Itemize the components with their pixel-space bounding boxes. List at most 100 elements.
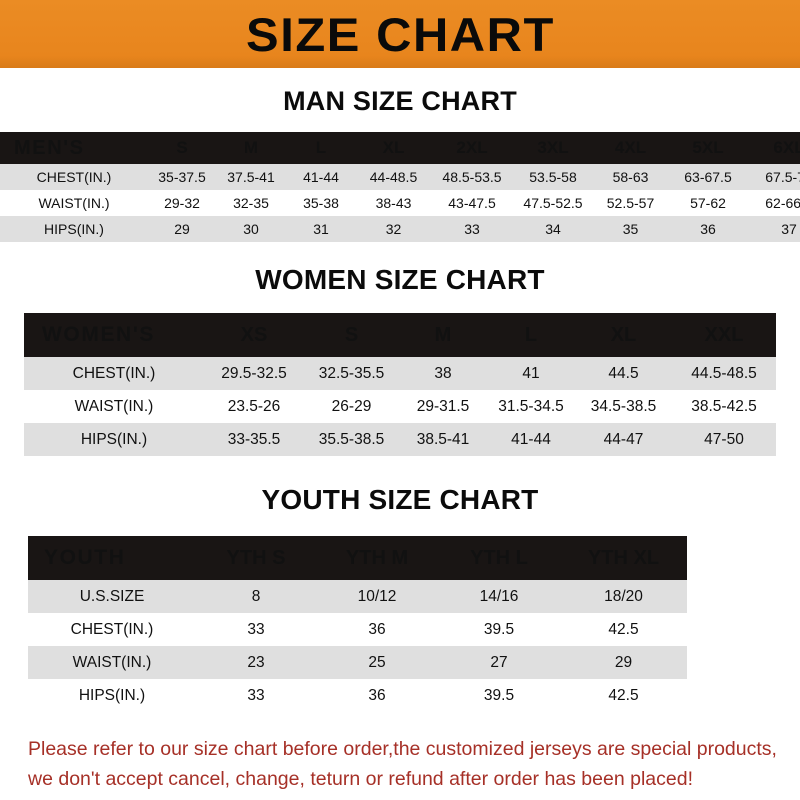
page-banner: SIZE CHART <box>0 0 800 68</box>
men-header-row: MEN'S S M L XL 2XL 3XL 4XL 5XL 6XL <box>0 132 800 164</box>
men-corner-label: MEN'S <box>0 132 148 164</box>
men-size-header-3xl: 3XL <box>513 132 593 164</box>
order-policy-notice: Please refer to our size chart before or… <box>28 712 777 794</box>
women-hips-xl: 44-47 <box>575 423 672 456</box>
women-hips-xs: 33-35.5 <box>204 423 304 456</box>
men-chest-m: 37.5-41 <box>216 164 286 190</box>
men-hips-label: HIPS(IN.) <box>0 216 148 242</box>
men-hips-5xl: 36 <box>668 216 748 242</box>
men-size-header-2xl: 2XL <box>431 132 513 164</box>
men-waist-xl: 38-43 <box>356 190 431 216</box>
men-hips-xl: 32 <box>356 216 431 242</box>
women-size-chart-section: WOMEN SIZE CHART WOMEN'S XS S M L XL XXL… <box>0 242 800 456</box>
order-policy-line-1: Please refer to our size chart before or… <box>28 738 777 760</box>
women-size-header-xl: XL <box>575 313 672 357</box>
youth-header-spacer <box>687 536 772 580</box>
men-waist-m: 32-35 <box>216 190 286 216</box>
youth-ussize-xl: 18/20 <box>560 580 687 613</box>
women-chest-s: 32.5-35.5 <box>304 357 399 390</box>
youth-ussize-row: U.S.SIZE 8 10/12 14/16 18/20 <box>28 580 772 613</box>
men-hips-2xl: 33 <box>431 216 513 242</box>
women-chest-l: 41 <box>487 357 575 390</box>
men-chest-xl: 44-48.5 <box>356 164 431 190</box>
men-chest-row: CHEST(IN.) 35-37.5 37.5-41 41-44 44-48.5… <box>0 164 800 190</box>
women-hips-m: 38.5-41 <box>399 423 487 456</box>
women-chest-row: CHEST(IN.) 29.5-32.5 32.5-35.5 38 41 44.… <box>24 357 776 390</box>
youth-waist-row: WAIST(IN.) 23 25 27 29 <box>28 646 772 679</box>
youth-hips-m: 36 <box>316 679 438 712</box>
women-chest-m: 38 <box>399 357 487 390</box>
women-size-header-xxl: XXL <box>672 313 776 357</box>
youth-size-table: YOUTH YTH S YTH M YTH L YTH XL U.S.SIZE … <box>28 536 772 712</box>
youth-ussize-spacer <box>687 580 772 613</box>
youth-chest-l: 39.5 <box>438 613 560 646</box>
youth-header-row: YOUTH YTH S YTH M YTH L YTH XL <box>28 536 772 580</box>
youth-hips-l: 39.5 <box>438 679 560 712</box>
women-chest-xxl: 44.5-48.5 <box>672 357 776 390</box>
men-hips-4xl: 35 <box>593 216 668 242</box>
men-waist-3xl: 47.5-52.5 <box>513 190 593 216</box>
youth-chest-spacer <box>687 613 772 646</box>
youth-ussize-label: U.S.SIZE <box>28 580 196 613</box>
women-size-header-m: M <box>399 313 487 357</box>
men-hips-3xl: 34 <box>513 216 593 242</box>
men-chest-label: CHEST(IN.) <box>0 164 148 190</box>
men-chest-l: 41-44 <box>286 164 356 190</box>
youth-size-header-xl: YTH XL <box>560 536 687 580</box>
men-chest-s: 35-37.5 <box>148 164 216 190</box>
youth-chest-label: CHEST(IN.) <box>28 613 196 646</box>
men-hips-s: 29 <box>148 216 216 242</box>
women-waist-l: 31.5-34.5 <box>487 390 575 423</box>
women-hips-s: 35.5-38.5 <box>304 423 399 456</box>
youth-waist-label: WAIST(IN.) <box>28 646 196 679</box>
youth-hips-row: HIPS(IN.) 33 36 39.5 42.5 <box>28 679 772 712</box>
youth-waist-m: 25 <box>316 646 438 679</box>
men-waist-4xl: 52.5-57 <box>593 190 668 216</box>
women-header-row: WOMEN'S XS S M L XL XXL <box>24 313 776 357</box>
women-chest-xs: 29.5-32.5 <box>204 357 304 390</box>
youth-chest-row: CHEST(IN.) 33 36 39.5 42.5 <box>28 613 772 646</box>
women-section-title: WOMEN SIZE CHART <box>255 264 545 295</box>
men-waist-6xl: 62-66.5 <box>748 190 800 216</box>
youth-chest-s: 33 <box>196 613 316 646</box>
women-hips-l: 41-44 <box>487 423 575 456</box>
youth-ussize-l: 14/16 <box>438 580 560 613</box>
youth-size-chart-section: YOUTH SIZE CHART YOUTH YTH S YTH M YTH L… <box>0 456 800 712</box>
men-section-title: MAN SIZE CHART <box>283 86 517 116</box>
women-size-header-s: S <box>304 313 399 357</box>
youth-corner-label: YOUTH <box>28 536 196 580</box>
men-size-header-xl: XL <box>356 132 431 164</box>
men-chest-4xl: 58-63 <box>593 164 668 190</box>
men-waist-l: 35-38 <box>286 190 356 216</box>
women-waist-m: 29-31.5 <box>399 390 487 423</box>
men-chest-6xl: 67.5-72 <box>748 164 800 190</box>
youth-ussize-s: 8 <box>196 580 316 613</box>
youth-hips-xl: 42.5 <box>560 679 687 712</box>
men-hips-row: HIPS(IN.) 29 30 31 32 33 34 35 36 37 <box>0 216 800 242</box>
youth-waist-s: 23 <box>196 646 316 679</box>
women-size-header-xs: XS <box>204 313 304 357</box>
men-waist-s: 29-32 <box>148 190 216 216</box>
women-chest-label: CHEST(IN.) <box>24 357 204 390</box>
youth-chest-xl: 42.5 <box>560 613 687 646</box>
men-waist-5xl: 57-62 <box>668 190 748 216</box>
women-waist-xs: 23.5-26 <box>204 390 304 423</box>
men-size-header-4xl: 4XL <box>593 132 668 164</box>
women-hips-label: HIPS(IN.) <box>24 423 204 456</box>
men-chest-3xl: 53.5-58 <box>513 164 593 190</box>
youth-ussize-m: 10/12 <box>316 580 438 613</box>
men-hips-6xl: 37 <box>748 216 800 242</box>
women-size-table: WOMEN'S XS S M L XL XXL CHEST(IN.) 29.5-… <box>24 313 776 456</box>
youth-waist-l: 27 <box>438 646 560 679</box>
page-title: SIZE CHART <box>245 7 555 61</box>
youth-hips-label: HIPS(IN.) <box>28 679 196 712</box>
men-waist-label: WAIST(IN.) <box>0 190 148 216</box>
order-policy-line-2: we don't accept cancel, change, teturn o… <box>28 768 693 791</box>
women-waist-xxl: 38.5-42.5 <box>672 390 776 423</box>
women-hips-row: HIPS(IN.) 33-35.5 35.5-38.5 38.5-41 41-4… <box>24 423 776 456</box>
men-hips-m: 30 <box>216 216 286 242</box>
women-waist-label: WAIST(IN.) <box>24 390 204 423</box>
women-waist-row: WAIST(IN.) 23.5-26 26-29 29-31.5 31.5-34… <box>24 390 776 423</box>
men-chest-5xl: 63-67.5 <box>668 164 748 190</box>
men-hips-l: 31 <box>286 216 356 242</box>
